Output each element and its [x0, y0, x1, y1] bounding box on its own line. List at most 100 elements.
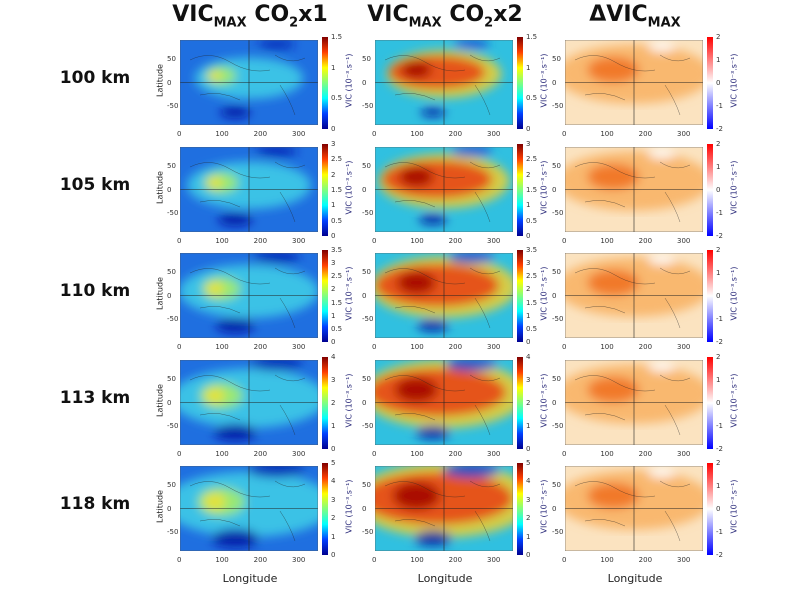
colorbar-tick-label: 2 [526, 170, 531, 179]
colorbar-tick-label: 1 [526, 422, 531, 430]
colorbar-tick-label: 0 [526, 338, 531, 346]
y-tick-label: 0 [552, 504, 557, 513]
colorbar-tick-label: 0 [331, 445, 336, 453]
y-tick-label: -50 [552, 422, 564, 431]
colorbar-tick-label: 1 [716, 376, 721, 384]
x-tick-label: 100 [215, 343, 229, 351]
colorbar [517, 357, 523, 449]
colorbar-tick-label: 4 [331, 477, 336, 486]
colorbar-tick-label: 1.5 [331, 186, 343, 194]
colorbar-tick-label: 2 [716, 140, 721, 148]
field-region [205, 281, 224, 297]
x-tick-label: 300 [292, 556, 306, 564]
field-region [453, 40, 490, 50]
colorbar-tick-label: 0.5 [526, 324, 538, 333]
x-tick-label: 0 [177, 556, 182, 564]
colorbar-tick-label: 1 [716, 482, 721, 490]
column-title: VICMAX CO2x2 [345, 2, 545, 30]
field-region [258, 40, 295, 50]
colorbar-tick-label: -2 [716, 445, 723, 453]
title-part: VIC [172, 2, 214, 27]
y-tick-label: 50 [167, 267, 176, 276]
x-axis-label: Longitude [607, 572, 663, 585]
map-panel [180, 253, 318, 338]
x-tick-label: 0 [562, 237, 567, 245]
x-tick-label: 200 [638, 237, 653, 245]
colorbar-tick-label: 0 [331, 125, 336, 133]
colorbar-label: VIC (10⁻³.s⁻¹) [344, 266, 354, 321]
colorbar-tick-label: 1.5 [331, 298, 343, 307]
x-tick-label: 0 [562, 556, 567, 564]
colorbar-tick-label: 3 [331, 140, 336, 148]
colorbar-tick-label: 0.5 [526, 216, 538, 225]
x-tick-label: 200 [448, 556, 463, 564]
colorbar-label: VIC (10⁻³.s⁻¹) [344, 53, 354, 108]
colorbar-tick-label: 0 [526, 445, 531, 453]
title-part: 2 [289, 15, 299, 31]
colorbar-tick-label: 2 [716, 246, 721, 254]
colorbar-tick-label: 3 [526, 259, 531, 268]
colorbar-tick-label: 0 [526, 551, 531, 559]
x-tick-label: 100 [600, 237, 614, 245]
field-region [419, 213, 447, 225]
x-tick-label: 200 [253, 556, 268, 564]
y-tick-label: -50 [552, 102, 564, 111]
colorbar-tick-label: 4 [331, 353, 336, 361]
x-tick-label: 0 [562, 450, 567, 458]
colorbar-tick-label: 1 [331, 63, 336, 72]
y-axis-label: Latitude [155, 277, 165, 310]
colorbar-tick-label: 2 [331, 399, 336, 407]
colorbar-tick-label: 0 [716, 186, 721, 194]
x-tick-label: 100 [215, 450, 229, 458]
coastlines [384, 374, 501, 436]
x-tick-label: 200 [448, 343, 463, 351]
colorbar [707, 357, 713, 449]
x-tick-label: 0 [372, 450, 377, 458]
y-tick-label: 50 [362, 267, 371, 276]
colorbar-tick-label: 0 [331, 551, 336, 559]
map-panel [180, 147, 318, 232]
map-panel [375, 147, 513, 232]
y-axis-label: Latitude [155, 64, 165, 97]
y-axis-label: Latitude [155, 490, 165, 523]
y-tick-label: -50 [167, 209, 179, 218]
field-region [417, 319, 449, 332]
field-region [443, 466, 501, 478]
field-region [448, 253, 495, 264]
colorbar [322, 463, 328, 555]
x-tick-label: 300 [487, 450, 501, 458]
x-tick-label: 0 [562, 130, 567, 138]
field-region [375, 263, 500, 307]
colorbar-tick-label: 1 [526, 311, 531, 320]
colorbar-tick-label: -2 [716, 125, 723, 133]
y-tick-label: -50 [167, 422, 179, 431]
colorbar-tick-label: 1.5 [331, 33, 343, 41]
field-region [203, 492, 226, 512]
coastlines [574, 54, 691, 116]
x-tick-label: 200 [638, 450, 653, 458]
coastlines [189, 161, 306, 223]
y-tick-label: 0 [167, 504, 172, 513]
x-tick-label: 300 [487, 343, 501, 351]
x-tick-label: 300 [292, 343, 306, 351]
colorbar-tick-label: -1 [716, 422, 723, 430]
title-part: x2 [493, 2, 523, 27]
coastlines [384, 161, 501, 223]
y-tick-label: 50 [362, 161, 371, 170]
y-tick-label: -50 [362, 422, 374, 431]
field-region [648, 148, 675, 159]
colorbar-tick-label: 2.5 [526, 272, 538, 281]
x-axis-label: Longitude [417, 572, 473, 585]
title-part: MAX [408, 15, 442, 31]
title-part: 2 [484, 15, 494, 31]
colorbar-tick-label: 2 [716, 459, 721, 467]
y-tick-label: -50 [167, 528, 179, 537]
field-region [415, 425, 451, 440]
colorbar-tick-label: 3 [331, 376, 336, 384]
coastlines [189, 480, 306, 542]
field-region [587, 270, 640, 296]
colorbar-tick-label: 3 [526, 495, 531, 504]
field-region [394, 377, 438, 403]
colorbar [322, 144, 328, 236]
